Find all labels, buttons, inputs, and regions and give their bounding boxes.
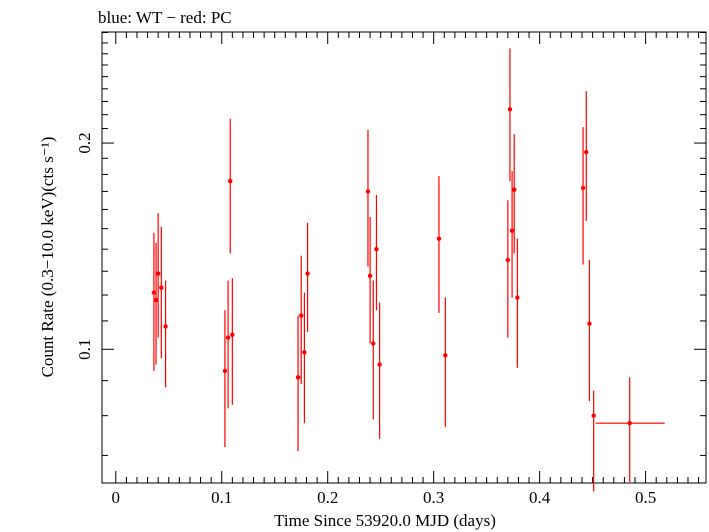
data-point bbox=[222, 310, 228, 448]
point-marker bbox=[305, 271, 310, 276]
point-marker bbox=[371, 341, 376, 346]
point-marker bbox=[509, 228, 515, 233]
y-axis-label: Count Rate (0.3−10.0 keV)(cts s⁻¹) bbox=[38, 137, 57, 378]
data-point bbox=[436, 176, 442, 313]
data-point bbox=[295, 315, 301, 452]
point-marker bbox=[505, 257, 511, 263]
data-points bbox=[151, 48, 665, 492]
y-tick-label: 0.1 bbox=[75, 339, 94, 360]
data-point bbox=[512, 134, 517, 254]
data-point bbox=[163, 280, 168, 388]
data-point bbox=[377, 302, 382, 439]
data-point bbox=[225, 280, 231, 409]
x-tick-label: 0.3 bbox=[423, 488, 444, 507]
point-marker bbox=[580, 185, 586, 191]
point-marker bbox=[512, 187, 517, 192]
data-point bbox=[230, 278, 235, 405]
point-marker bbox=[295, 375, 301, 380]
point-marker bbox=[222, 368, 228, 374]
data-point bbox=[151, 232, 157, 371]
data-point bbox=[580, 127, 586, 265]
data-point bbox=[299, 255, 304, 384]
point-marker bbox=[515, 295, 520, 300]
data-point bbox=[509, 171, 515, 298]
point-marker bbox=[443, 353, 448, 358]
plot-frame bbox=[101, 31, 707, 484]
chart-title: blue: WT − red: PC bbox=[98, 8, 232, 27]
point-marker bbox=[230, 332, 235, 337]
point-marker bbox=[299, 313, 304, 318]
data-point bbox=[595, 377, 665, 483]
x-tick-label: 0.1 bbox=[211, 488, 232, 507]
data-point bbox=[505, 200, 511, 338]
point-marker bbox=[225, 335, 231, 340]
x-tick-label: 0.4 bbox=[529, 488, 551, 507]
data-point bbox=[153, 242, 159, 365]
data-point bbox=[507, 48, 513, 182]
point-marker bbox=[151, 290, 157, 295]
x-tick-label: 0.2 bbox=[317, 488, 338, 507]
data-point bbox=[591, 390, 596, 492]
y-tick-label: 0.2 bbox=[75, 132, 94, 153]
x-tick-label: 0.5 bbox=[635, 488, 656, 507]
data-point bbox=[155, 213, 161, 338]
point-marker bbox=[155, 271, 161, 276]
point-marker bbox=[591, 413, 596, 418]
point-marker bbox=[377, 362, 382, 367]
point-marker bbox=[627, 421, 632, 426]
point-marker bbox=[365, 189, 371, 194]
data-point bbox=[305, 222, 310, 332]
x-tick-label: 0 bbox=[112, 488, 121, 507]
point-marker bbox=[228, 178, 233, 184]
data-point bbox=[587, 260, 592, 402]
axis-ticks bbox=[102, 32, 706, 483]
point-marker bbox=[153, 297, 159, 303]
data-point bbox=[365, 129, 371, 267]
data-point bbox=[371, 280, 376, 420]
point-marker bbox=[436, 236, 442, 241]
data-point bbox=[302, 292, 307, 424]
data-point bbox=[159, 226, 164, 359]
data-point bbox=[228, 118, 233, 254]
point-marker bbox=[587, 321, 592, 326]
point-marker bbox=[159, 285, 164, 290]
x-axis-label: Time Since 53920.0 MJD (days) bbox=[274, 511, 496, 530]
point-marker bbox=[367, 273, 373, 279]
point-marker bbox=[584, 149, 589, 155]
data-point bbox=[515, 238, 520, 368]
data-point bbox=[367, 216, 373, 344]
point-marker bbox=[374, 246, 379, 252]
data-point bbox=[374, 194, 379, 311]
y-tick-labels: 0.1 0.2 bbox=[75, 132, 94, 359]
point-marker bbox=[163, 324, 168, 329]
data-point bbox=[584, 91, 589, 221]
data-point bbox=[443, 297, 448, 428]
point-marker bbox=[302, 350, 307, 355]
point-marker bbox=[507, 107, 513, 112]
x-tick-labels: 0 0.1 0.2 0.3 0.4 0.5 bbox=[112, 488, 657, 507]
